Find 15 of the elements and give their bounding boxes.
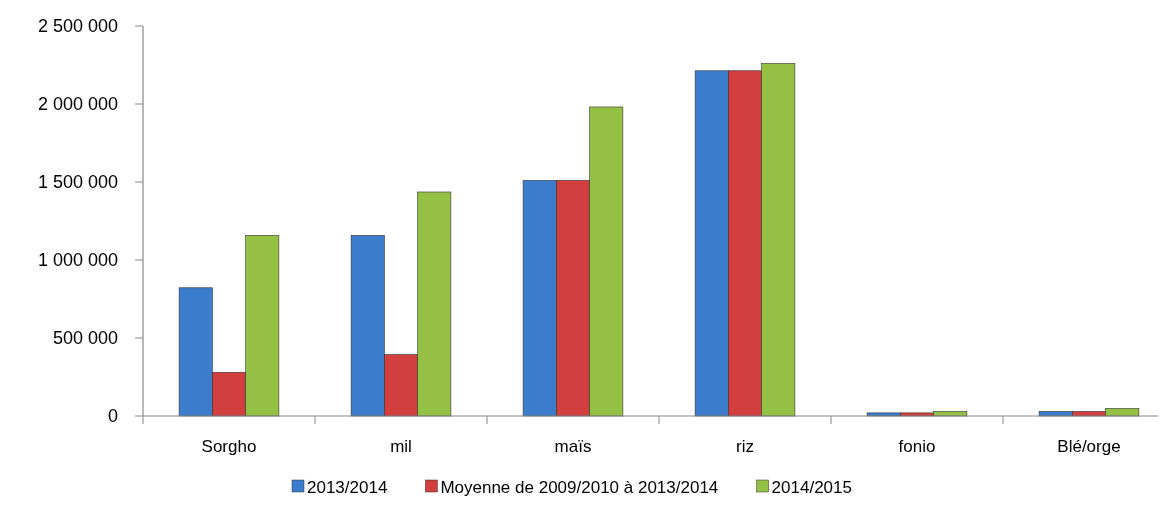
x-tick-label: Blé/orge xyxy=(1057,437,1121,456)
y-tick-label: 2 500 000 xyxy=(37,16,118,37)
y-tick-label: 0 xyxy=(107,406,118,427)
x-tick-label: fonio xyxy=(898,437,936,456)
y-tick-label: 1 500 000 xyxy=(37,172,118,193)
y-tick-label: 1 000 000 xyxy=(37,250,118,271)
x-tick-label: maïs xyxy=(554,437,592,456)
x-tick-label: mil xyxy=(390,437,412,456)
legend-label: 2013/2014 xyxy=(307,477,388,497)
legend-label: 2014/2015 xyxy=(771,477,852,497)
y-tick-label: 500 000 xyxy=(52,328,118,349)
legend-label: Moyenne de 2009/2010 à 2013/2014 xyxy=(440,477,719,497)
x-tick-label: Sorgho xyxy=(201,437,257,456)
x-tick-label: riz xyxy=(736,437,754,456)
y-tick-label: 2 000 000 xyxy=(37,94,118,115)
